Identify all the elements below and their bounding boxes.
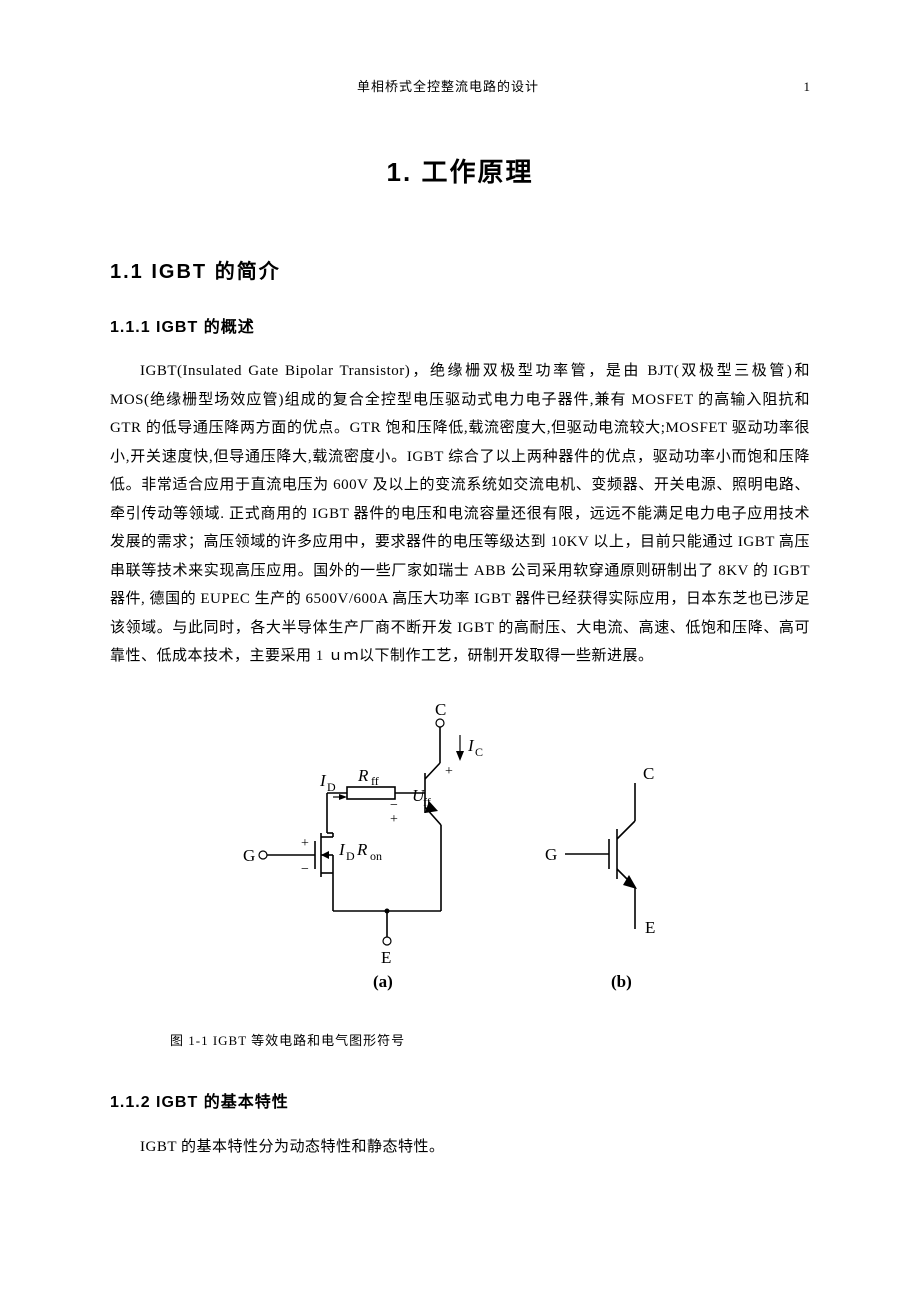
svg-text:D: D: [346, 849, 355, 863]
svg-text:R: R: [356, 840, 368, 859]
page-header: 单相桥式全控整流电路的设计 1: [110, 75, 810, 100]
chapter-title: 1. 工作原理: [110, 148, 810, 197]
svg-text:C: C: [435, 701, 446, 719]
svg-text:I: I: [319, 771, 327, 790]
svg-text:R: R: [357, 766, 369, 785]
figure-1-1: C I C + U ff R ff − + I D: [110, 701, 810, 1012]
svg-text:G: G: [545, 845, 557, 864]
section-1-1-2-paragraph: IGBT 的基本特性分为动态特性和静态特性。: [110, 1133, 810, 1162]
igbt-diagram-svg: C I C + U ff R ff − + I D: [225, 701, 695, 1001]
svg-text:E: E: [645, 918, 655, 937]
svg-text:+: +: [301, 836, 309, 851]
section-1-1-1-paragraph: IGBT(Insulated Gate Bipolar Transistor)，…: [110, 357, 810, 671]
svg-text:ff: ff: [423, 795, 431, 809]
svg-text:on: on: [370, 849, 382, 863]
svg-text:I: I: [338, 840, 346, 859]
svg-text:(b): (b): [611, 972, 632, 991]
header-title: 单相桥式全控整流电路的设计: [110, 75, 786, 100]
section-1-1-2-title: 1.1.2 IGBT 的基本特性: [110, 1088, 810, 1118]
section-1-1-title: 1.1 IGBT 的简介: [110, 253, 810, 291]
svg-text:+: +: [390, 812, 398, 827]
svg-text:E: E: [381, 948, 391, 967]
svg-text:ff: ff: [371, 774, 379, 788]
page-number: 1: [786, 75, 810, 100]
figure-1-1-caption: 图 1-1 IGBT 等效电路和电气图形符号: [170, 1029, 810, 1054]
svg-text:D: D: [327, 780, 336, 794]
svg-text:−: −: [390, 798, 398, 813]
svg-text:(a): (a): [373, 972, 393, 991]
svg-text:I: I: [467, 736, 475, 755]
svg-text:G: G: [243, 846, 255, 865]
svg-text:+: +: [445, 764, 453, 779]
svg-text:−: −: [301, 862, 309, 877]
section-1-1-1-title: 1.1.1 IGBT 的概述: [110, 313, 810, 343]
svg-text:C: C: [643, 764, 654, 783]
svg-text:C: C: [475, 745, 483, 759]
